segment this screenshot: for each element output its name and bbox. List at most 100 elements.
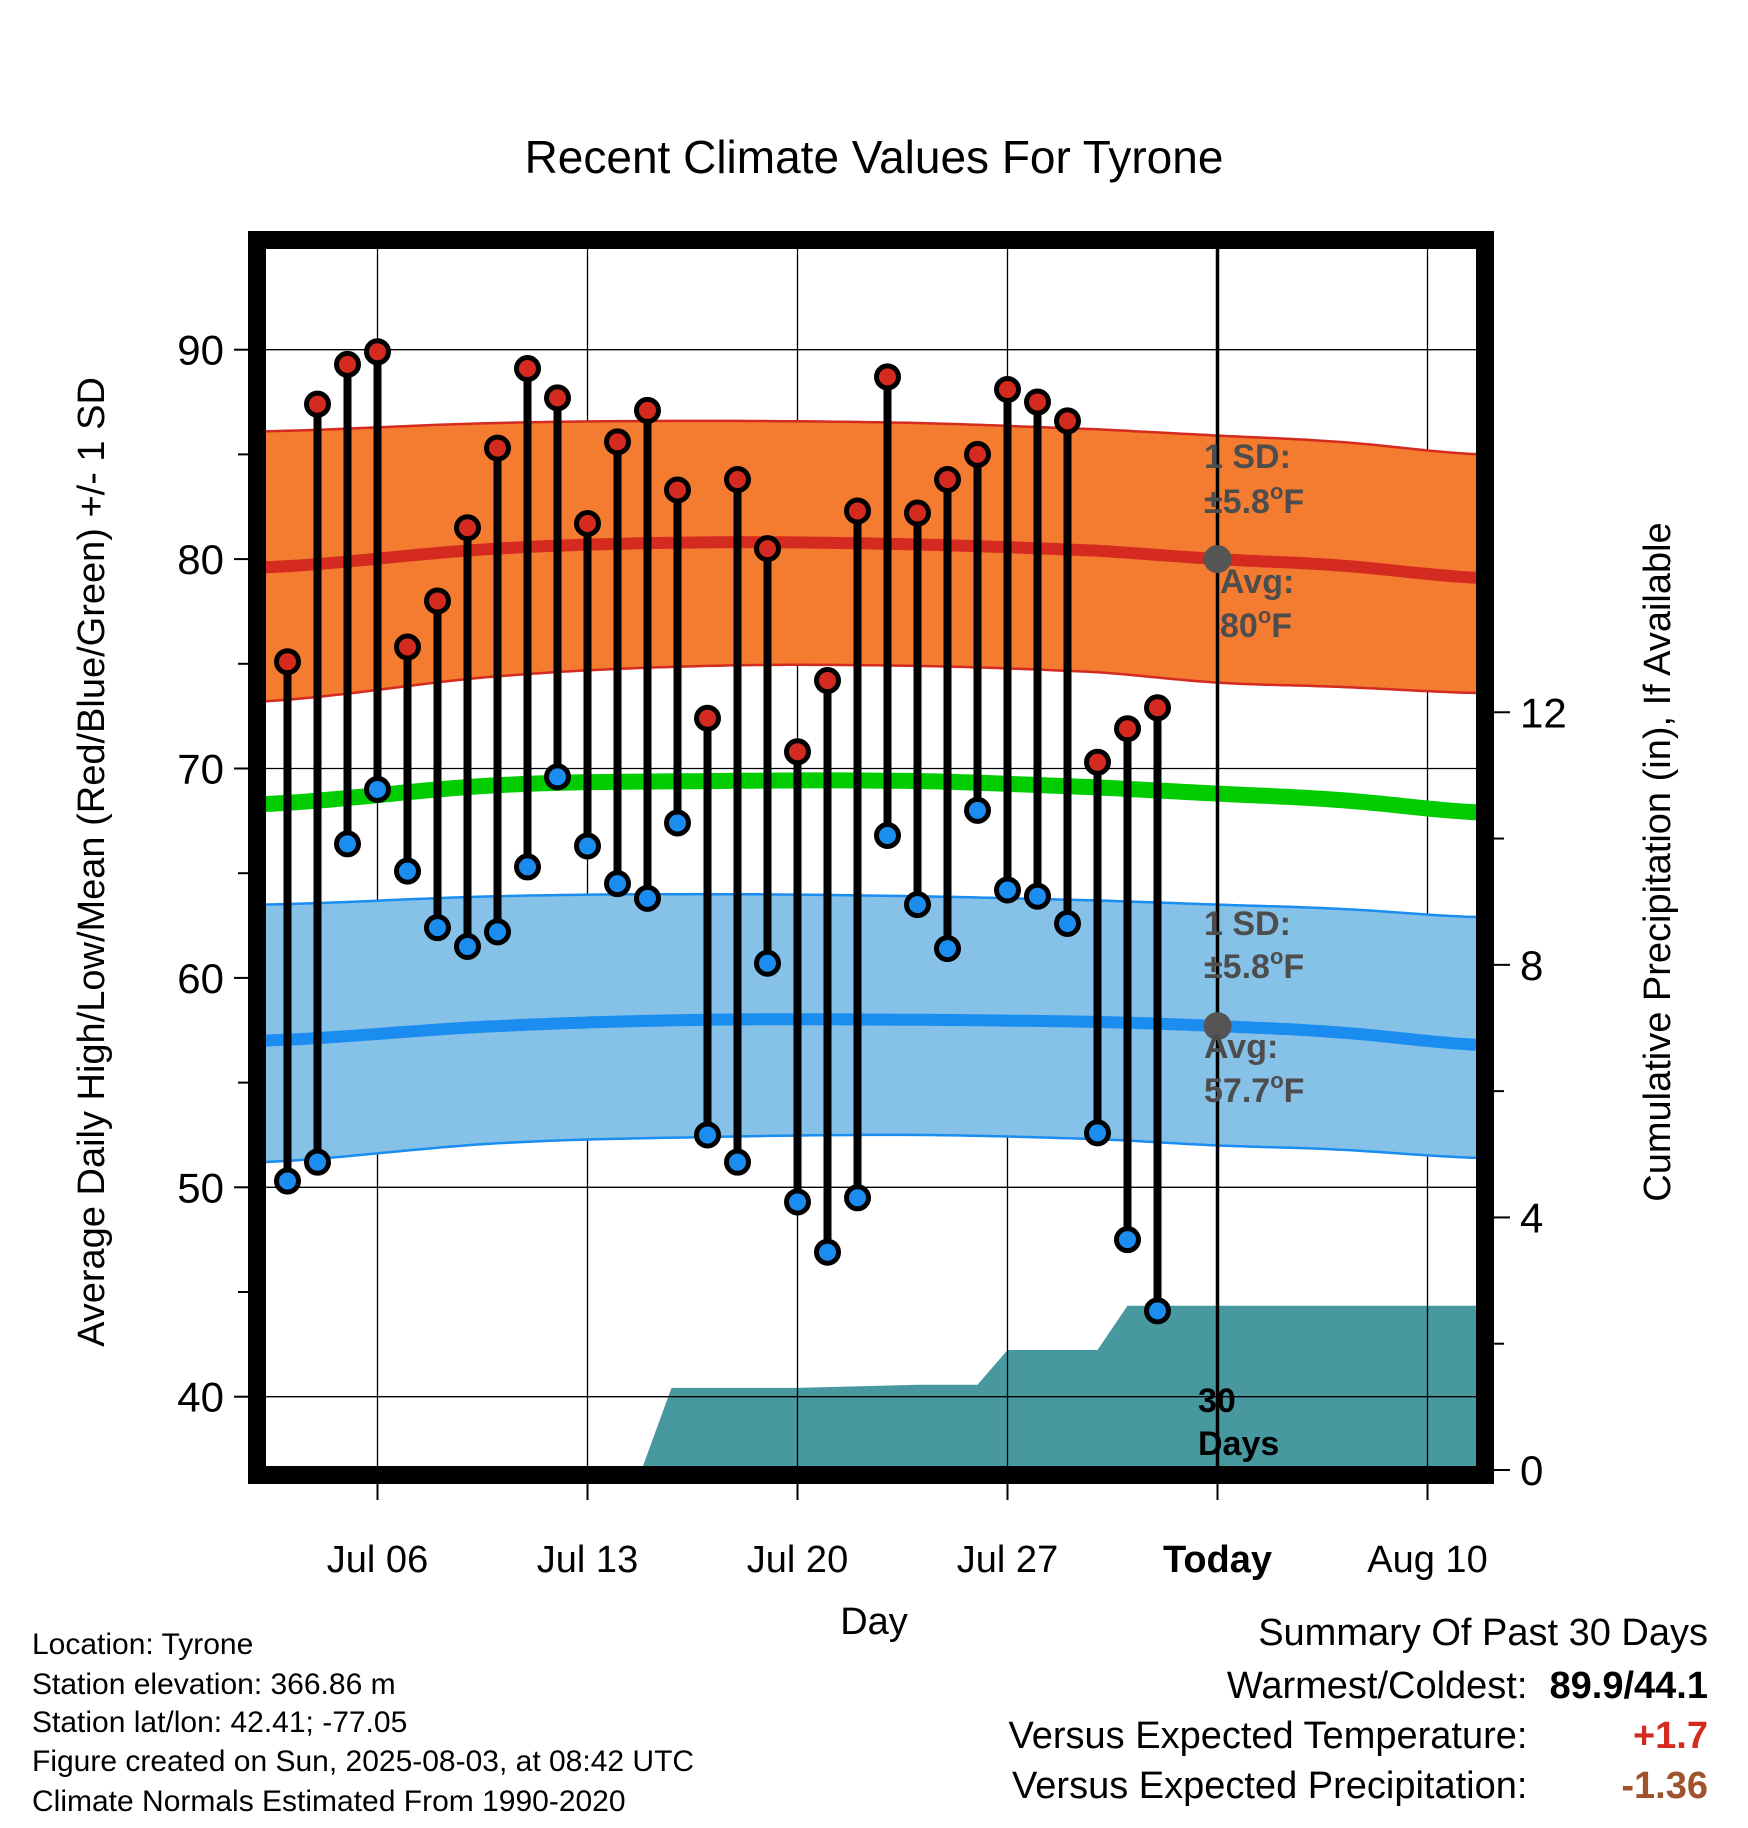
daily-low-dot — [664, 809, 691, 837]
y2-tick-label: 12 — [1520, 689, 1567, 736]
temp-value: +1.7 — [1632, 1715, 1708, 1757]
summary-warm-cold: Warmest/Coldest: 89.9/44.1 — [1227, 1665, 1708, 1708]
daily-low-dot — [574, 832, 601, 860]
daily-high-dot — [934, 466, 961, 494]
daily-high-dot — [1024, 388, 1051, 416]
daily-low-dot — [454, 932, 481, 960]
daily-low-dot — [1084, 1119, 1111, 1147]
x-tick-label: Jul 06 — [327, 1539, 428, 1581]
x-axis-label: Day — [840, 1601, 908, 1643]
low-avg-marker — [1203, 1012, 1232, 1041]
low-sd-label: 1 SD: — [1204, 905, 1291, 943]
daily-low-dot — [364, 775, 391, 803]
daily-high-dot — [874, 363, 901, 391]
daily-high-dot — [754, 535, 781, 563]
precip-area — [262, 1305, 1480, 1470]
daily-low-dot — [694, 1121, 721, 1149]
daily-high-dot — [394, 633, 421, 661]
daily-low-dot — [904, 891, 931, 919]
elevation-text: Station elevation: 366.86 m — [32, 1668, 396, 1701]
high-avg-value: 80oF — [1220, 603, 1292, 645]
daily-low-dot — [1024, 882, 1051, 910]
y2-axis-label: Cumulative Precipitation (in), If Availa… — [1637, 522, 1679, 1201]
y-tick-label: 40 — [177, 1374, 224, 1421]
precip-value: -1.36 — [1621, 1765, 1708, 1807]
daily-low-dot — [784, 1188, 811, 1216]
x-tick-label: Aug 10 — [1367, 1539, 1487, 1581]
y-tick-label: 90 — [177, 327, 224, 374]
high-sd-label: 1 SD: — [1204, 438, 1291, 476]
precip-label: Versus Expected Precipitation: — [1012, 1765, 1528, 1807]
daily-low-dot — [304, 1148, 331, 1176]
normal-low-line — [262, 1013, 1480, 1051]
chart-title: Recent Climate Values For Tyrone — [525, 131, 1224, 183]
x-tick-label: Today — [1163, 1539, 1272, 1581]
daily-high-dot — [1114, 715, 1141, 743]
daily-low-dot — [634, 884, 661, 912]
plot-area — [262, 245, 1480, 1470]
daily-low-dot — [514, 853, 541, 881]
daily-low-dot — [754, 949, 781, 977]
daily-high-dot — [1084, 748, 1111, 776]
daily-low-dot — [874, 822, 901, 850]
plot-frame — [248, 231, 1494, 1484]
daily-high-dot — [274, 648, 301, 676]
low-avg-label: Avg: — [1204, 1028, 1278, 1066]
daily-low-dot — [604, 870, 631, 898]
daily-low-dot — [424, 914, 451, 942]
daily-low-dot — [1114, 1226, 1141, 1254]
daily-low-dot — [394, 857, 421, 885]
daily-high-dot — [694, 704, 721, 732]
low-band-lower-edge — [262, 1133, 1480, 1164]
location-text: Location: Tyrone — [32, 1628, 254, 1661]
normal-mean-line — [262, 772, 1480, 821]
y2-tick-label: 8 — [1520, 942, 1543, 989]
daily-high-dot — [334, 350, 361, 378]
high-avg-label: Avg: — [1220, 563, 1294, 601]
y-tick-label: 70 — [177, 746, 224, 793]
daily-high-dot — [1054, 407, 1081, 435]
daily-high-dot — [574, 510, 601, 538]
daily-high-dot — [604, 428, 631, 456]
high-sd-band — [262, 420, 1480, 702]
daily-low-dot — [1054, 909, 1081, 937]
summary-title: Summary Of Past 30 Days — [1258, 1612, 1708, 1654]
warm-cold-label: Warmest/Coldest: — [1226, 1665, 1528, 1707]
daily-low-dot — [724, 1148, 751, 1176]
daily-low-dot — [334, 830, 361, 858]
daily-high-dot — [304, 390, 331, 418]
y2-tick-label: 4 — [1520, 1194, 1543, 1241]
y-tick-label: 50 — [177, 1164, 224, 1211]
daily-high-dot — [784, 738, 811, 766]
y-axis-label: Average Daily High/Low/Mean (Red/Blue/Gr… — [71, 377, 113, 1347]
days-label-line1: 30 — [1198, 1382, 1236, 1420]
normals-text: Climate Normals Estimated From 1990-2020 — [32, 1785, 626, 1818]
y2-tick-label: 0 — [1520, 1447, 1543, 1494]
low-sd-band — [262, 894, 1480, 1163]
latlon-text: Station lat/lon: 42.41; -77.05 — [32, 1706, 408, 1739]
daily-high-dot — [964, 440, 991, 468]
daily-high-dot — [364, 338, 391, 366]
summary-precip: Versus Expected Precipitation: -1.36 — [1012, 1765, 1708, 1808]
daily-high-dot — [724, 466, 751, 494]
daily-low-dot — [274, 1167, 301, 1195]
daily-high-dot — [904, 499, 931, 527]
daily-high-dot — [994, 375, 1021, 403]
daily-low-dot — [484, 918, 511, 946]
x-tick-label: Jul 27 — [957, 1539, 1058, 1581]
daily-low-dot — [844, 1184, 871, 1212]
daily-high-dot — [514, 355, 541, 383]
daily-low-dot — [934, 935, 961, 963]
low-sd-value: ±5.8oF — [1204, 944, 1304, 986]
low-avg-value: 57.7oF — [1204, 1068, 1304, 1110]
daily-high-dot — [544, 384, 571, 412]
daily-high-dot — [844, 497, 871, 525]
daily-high-dot — [664, 476, 691, 504]
daily-high-dot — [484, 434, 511, 462]
daily-low-dot — [544, 763, 571, 791]
y-tick-label: 80 — [177, 536, 224, 583]
warm-cold-value: 89.9/44.1 — [1549, 1665, 1708, 1707]
created-text: Figure created on Sun, 2025-08-03, at 08… — [32, 1745, 695, 1778]
temp-label: Versus Expected Temperature: — [1008, 1715, 1528, 1757]
